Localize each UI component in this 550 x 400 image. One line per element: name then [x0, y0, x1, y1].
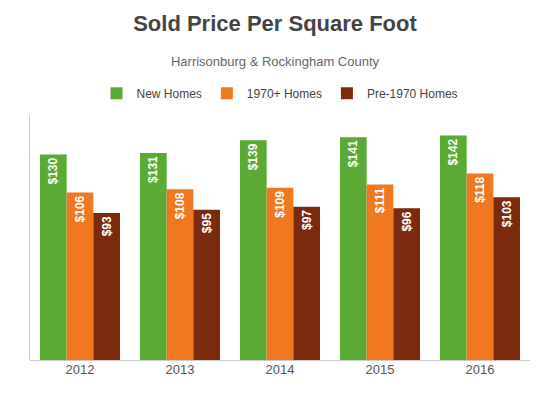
- svg-text:$93: $93: [100, 216, 114, 236]
- svg-text:$108: $108: [173, 192, 187, 219]
- svg-text:$109: $109: [273, 191, 287, 218]
- svg-text:$131: $131: [146, 156, 160, 183]
- svg-text:$118: $118: [473, 176, 487, 202]
- svg-text:$95: $95: [200, 213, 214, 233]
- svg-text:$111: $111: [373, 188, 387, 214]
- svg-text:$139: $139: [246, 143, 260, 170]
- svg-text:Pre-1970 Homes: Pre-1970 Homes: [367, 87, 458, 101]
- svg-text:Harrisonburg & Rockingham Coun: Harrisonburg & Rockingham County: [171, 54, 380, 69]
- svg-text:Sold Price Per Square Foot: Sold Price Per Square Foot: [133, 11, 417, 36]
- svg-text:1970+ Homes: 1970+ Homes: [247, 87, 322, 101]
- svg-text:2016: 2016: [466, 362, 495, 377]
- svg-text:2012: 2012: [66, 362, 95, 377]
- svg-text:$96: $96: [400, 211, 414, 231]
- svg-text:$106: $106: [73, 195, 87, 222]
- svg-text:2013: 2013: [166, 362, 195, 377]
- svg-text:$141: $141: [346, 140, 360, 167]
- svg-text:$130: $130: [46, 158, 60, 185]
- svg-text:$142: $142: [446, 139, 460, 166]
- svg-text:2014: 2014: [266, 362, 295, 377]
- svg-text:New Homes: New Homes: [137, 87, 202, 101]
- svg-text:$97: $97: [300, 210, 314, 230]
- svg-text:2015: 2015: [366, 362, 395, 377]
- svg-text:$103: $103: [500, 200, 514, 227]
